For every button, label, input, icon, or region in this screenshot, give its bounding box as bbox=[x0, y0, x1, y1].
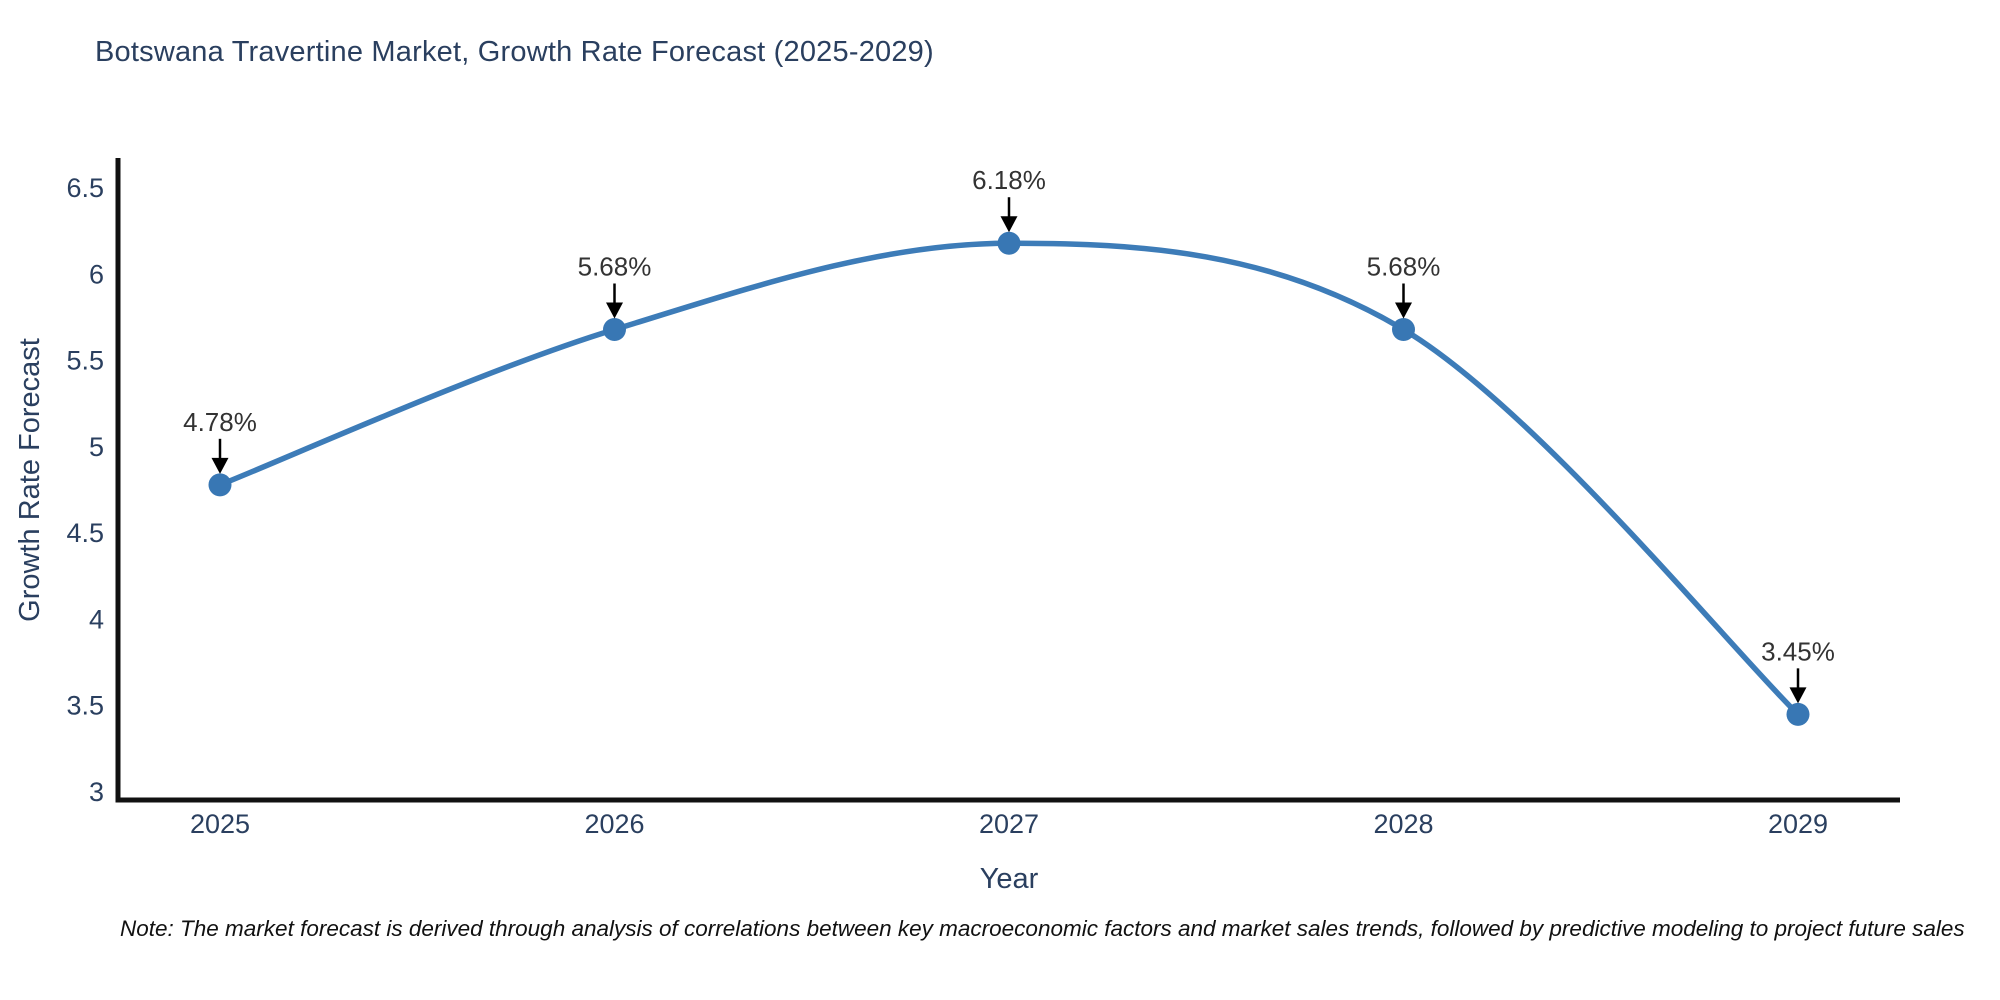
y-tick-label: 4 bbox=[89, 604, 104, 634]
y-axis-title: Growth Rate Forecast bbox=[14, 338, 46, 622]
annotation-arrow-head bbox=[211, 457, 229, 474]
x-tick-label: 2028 bbox=[1373, 809, 1433, 839]
data-point-marker bbox=[997, 231, 1021, 255]
series-line bbox=[217, 240, 1801, 718]
data-point-label: 5.68% bbox=[1367, 252, 1441, 282]
data-point-marker bbox=[1392, 318, 1415, 342]
annotation-arrow-head bbox=[606, 302, 623, 319]
x-axis-title: Year bbox=[980, 863, 1039, 895]
annotation-arrow-head bbox=[1000, 216, 1018, 233]
y-tick-label: 6 bbox=[89, 259, 104, 289]
data-point-marker bbox=[208, 473, 232, 497]
x-tick-label: 2027 bbox=[979, 809, 1039, 839]
data-point-label: 5.68% bbox=[578, 252, 652, 282]
x-tick-label: 2026 bbox=[584, 809, 644, 839]
data-point-marker bbox=[1786, 702, 1810, 726]
data-point-marker bbox=[603, 318, 626, 342]
x-tick-label: 2025 bbox=[190, 809, 250, 839]
y-tick-label: 5.5 bbox=[66, 346, 104, 376]
data-point-label: 6.18% bbox=[972, 165, 1046, 195]
y-tick-label: 3 bbox=[89, 777, 104, 807]
chart-title: Botswana Travertine Market, Growth Rate … bbox=[95, 36, 934, 68]
x-tick-label: 2029 bbox=[1768, 809, 1828, 839]
data-point-label: 3.45% bbox=[1761, 636, 1835, 666]
footnote: Note: The market forecast is derived thr… bbox=[120, 916, 1965, 941]
y-tick-label: 5 bbox=[89, 432, 104, 462]
y-tick-label: 3.5 bbox=[66, 691, 104, 721]
y-tick-label: 6.5 bbox=[66, 173, 104, 203]
annotation-arrow-head bbox=[1789, 687, 1807, 704]
annotation-arrow-head bbox=[1395, 302, 1412, 319]
data-point-label: 4.78% bbox=[183, 407, 257, 437]
y-tick-label: 4.5 bbox=[66, 518, 104, 548]
